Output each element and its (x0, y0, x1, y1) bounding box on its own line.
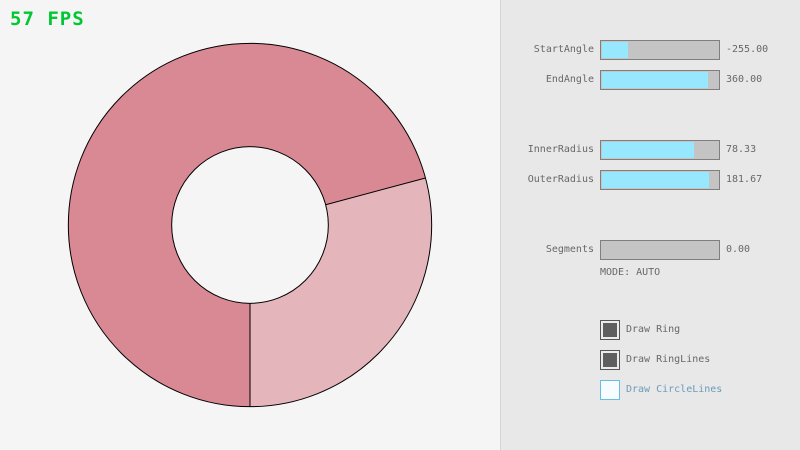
checkbox-draw-ringlines: Draw RingLines (600, 350, 800, 370)
slider-outerradius: OuterRadius 181.67 (0, 170, 800, 190)
checkbox-draw-ringlines-box[interactable] (600, 350, 620, 370)
slider-segments-label: Segments (545, 244, 594, 255)
checkbox-draw-circlelines-box[interactable] (600, 380, 620, 400)
slider-startangle-label: StartAngle (533, 44, 594, 55)
checkbox-draw-ring-label: Draw Ring (626, 324, 681, 335)
slider-segments: Segments 0.00 (0, 240, 800, 260)
ring-sector-double-pass (68, 43, 426, 407)
checkbox-draw-circlelines-label: Draw CircleLines (626, 384, 723, 395)
slider-innerradius: InnerRadius 78.33 (0, 140, 800, 160)
slider-innerradius-fill (602, 142, 695, 158)
slider-innerradius-bar[interactable] (600, 140, 720, 160)
fps-counter: 57 FPS (10, 8, 85, 30)
checkbox-draw-ring-box[interactable] (600, 320, 620, 340)
slider-endangle-bar[interactable] (600, 70, 720, 90)
ring-sector-single-pass (250, 177, 432, 407)
slider-segments-value: 0.00 (726, 244, 751, 255)
checkbox-draw-ring: Draw Ring (600, 320, 800, 340)
slider-innerradius-label: InnerRadius (527, 144, 594, 155)
slider-outerradius-fill (602, 172, 710, 188)
slider-endangle-label: EndAngle (545, 74, 594, 85)
checkbox-draw-circlelines: Draw CircleLines (600, 380, 800, 400)
mode-label: MODE: AUTO (600, 267, 661, 278)
slider-segments-bar[interactable] (600, 240, 720, 260)
ring-boundary-line (325, 177, 426, 206)
checkbox-draw-ringlines-label: Draw RingLines (626, 354, 711, 365)
slider-startangle: StartAngle -255.00 (0, 40, 800, 60)
slider-outerradius-label: OuterRadius (527, 174, 594, 185)
slider-innerradius-value: 78.33 (726, 144, 757, 155)
slider-outerradius-bar[interactable] (600, 170, 720, 190)
slider-startangle-fill (602, 42, 628, 58)
slider-endangle-fill (602, 72, 709, 88)
slider-startangle-value: -255.00 (726, 44, 769, 55)
slider-endangle: EndAngle 360.00 (0, 70, 800, 90)
ring-chart (67, 42, 433, 408)
slider-startangle-bar[interactable] (600, 40, 720, 60)
slider-outerradius-value: 181.67 (726, 174, 763, 185)
slider-endangle-value: 360.00 (726, 74, 763, 85)
